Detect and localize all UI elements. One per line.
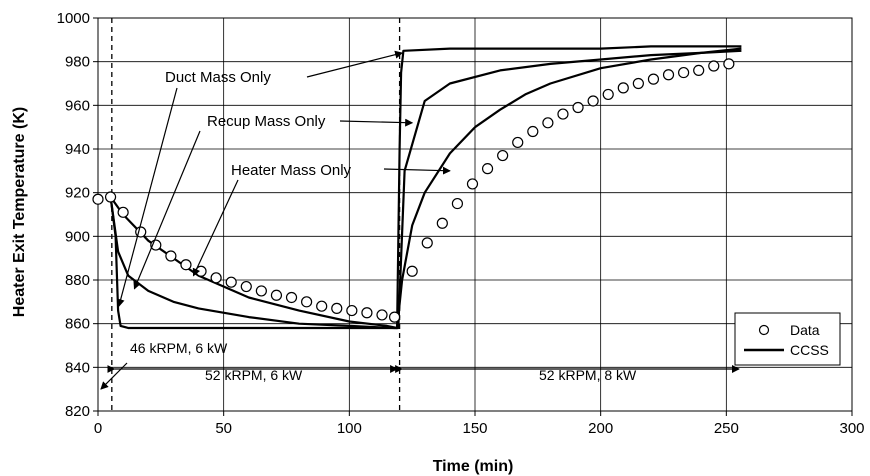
data-point xyxy=(361,307,373,319)
x-tick-label-5: 250 xyxy=(714,420,739,437)
annotation-arrow-recup-left xyxy=(133,130,201,290)
annotation-recup-mass-only: Recup Mass Only xyxy=(207,113,326,130)
data-point xyxy=(723,58,735,70)
data-point xyxy=(542,117,554,129)
series-layer xyxy=(92,45,742,330)
annotation-arrow-heater-right xyxy=(383,166,451,175)
legend-data-label: Data xyxy=(790,322,820,338)
data-point xyxy=(678,66,690,79)
annotation-arrow-recup-right xyxy=(339,118,414,127)
data-point xyxy=(240,280,252,293)
data-point xyxy=(117,206,129,218)
annotation-arrow-duct-right xyxy=(306,50,404,78)
x-tick-label-0: 0 xyxy=(94,420,102,437)
data-point xyxy=(255,285,267,297)
data-point xyxy=(406,265,418,277)
legend-box xyxy=(734,312,841,366)
y-tick-label-2: 860 xyxy=(65,316,90,333)
annotation-phase-52krpm-8kw: 52 kRPM, 8 kW xyxy=(539,367,637,383)
data-point xyxy=(632,77,644,90)
y-tick-label-4: 900 xyxy=(65,228,90,245)
data-point xyxy=(376,309,388,321)
data-point xyxy=(165,250,177,262)
data-point xyxy=(481,163,494,175)
annotation-heater-mass-only: Heater Mass Only xyxy=(231,162,352,179)
data-point xyxy=(512,136,524,149)
data-point xyxy=(301,296,313,308)
data-point xyxy=(316,300,328,312)
y-tick-label-5: 920 xyxy=(65,185,90,202)
x-tick-label-3: 150 xyxy=(462,420,487,437)
y-tick-label-6: 940 xyxy=(65,141,90,158)
data-point xyxy=(104,191,117,203)
data-point xyxy=(466,178,479,190)
data-point xyxy=(285,291,298,304)
data-point xyxy=(331,302,343,314)
x-tick-label-1: 50 xyxy=(215,420,232,437)
x-tick-label-6: 300 xyxy=(839,420,864,437)
data-point xyxy=(436,217,448,229)
data-point xyxy=(572,101,584,114)
legend-ccss-label: CCSS xyxy=(790,342,829,358)
phase-arrow-46krpm xyxy=(100,362,128,390)
data-point xyxy=(708,60,720,72)
data-point xyxy=(270,289,283,301)
y-tick-label-9: 1000 xyxy=(57,10,90,27)
data-point xyxy=(497,149,509,162)
data-point xyxy=(617,82,629,94)
legend: Data CCSS xyxy=(734,312,841,366)
data-point xyxy=(210,272,222,284)
y-tick-label-7: 960 xyxy=(65,97,90,114)
annotation-arrow-heater-left xyxy=(192,179,239,277)
y-axis-title: Heater Exit Temperature (K) xyxy=(11,107,28,317)
legend-data-marker xyxy=(758,324,770,336)
x-tick-label-4: 200 xyxy=(588,420,613,437)
annotation-phase-46krpm: 46 kRPM, 6 kW xyxy=(130,340,228,356)
series-ccss-line xyxy=(109,47,742,330)
data-point xyxy=(92,193,104,205)
data-point xyxy=(647,73,660,85)
data-point xyxy=(421,237,433,249)
data-point xyxy=(451,197,464,210)
series-line-3 xyxy=(109,45,742,330)
data-point xyxy=(693,64,705,77)
data-point xyxy=(527,125,539,138)
data-point xyxy=(557,108,569,120)
x-tick-label-2: 100 xyxy=(337,420,362,437)
annotation-arrow-duct-left xyxy=(116,87,178,308)
tick-labels: 820 840 860 880 900 920 940 960 980 1000 0 50 100 150… xyxy=(57,10,865,437)
annotation-phase-52krpm-6kw: 52 kRPM, 6 kW xyxy=(205,367,303,383)
x-axis-title: Time (min) xyxy=(433,458,514,475)
data-point xyxy=(225,276,237,288)
data-point xyxy=(346,304,358,317)
data-point xyxy=(602,88,614,101)
data-point xyxy=(587,95,599,107)
y-tick-label-8: 980 xyxy=(65,54,90,71)
phase-arrows xyxy=(100,50,740,390)
y-tick-label-0: 820 xyxy=(65,403,90,420)
data-point xyxy=(388,311,401,323)
data-point xyxy=(662,69,675,81)
y-tick-label-1: 840 xyxy=(65,359,90,376)
data-point xyxy=(180,259,192,271)
y-tick-label-3: 880 xyxy=(65,272,90,289)
annotation-duct-mass-only: Duct Mass Only xyxy=(165,69,271,86)
